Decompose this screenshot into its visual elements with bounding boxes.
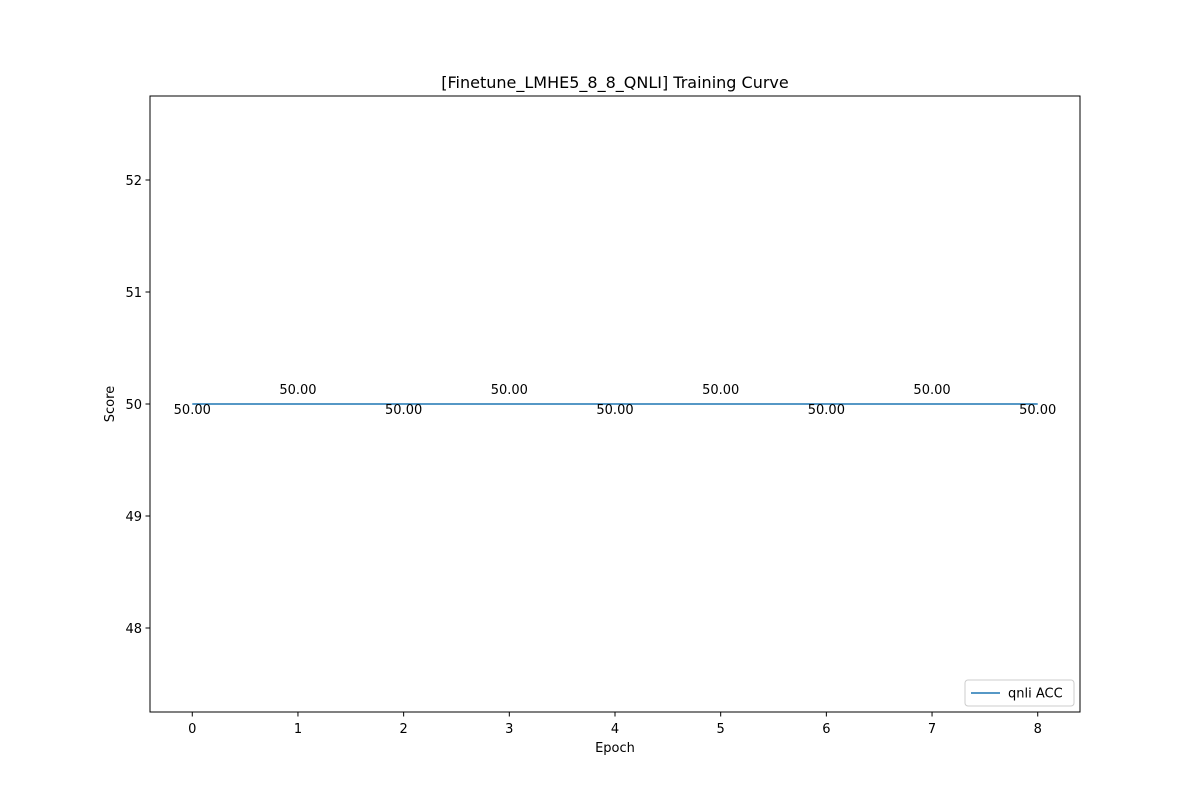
y-axis-label: Score [103, 386, 118, 422]
data-label: 50.00 [174, 403, 211, 418]
x-tick-label: 0 [188, 722, 196, 737]
data-label: 50.00 [279, 383, 316, 398]
x-tick-label: 4 [611, 722, 619, 737]
x-tick-label: 3 [505, 722, 513, 737]
chart-title: [Finetune_LMHE5_8_8_QNLI] Training Curve [441, 73, 788, 93]
y-tick-label: 51 [125, 286, 142, 301]
y-tick-label: 52 [125, 174, 142, 189]
x-axis-label: Epoch [595, 741, 635, 756]
plot-area: 0 1 2 3 4 5 6 7 8 48 49 50 51 52 50.00 50.00 50.00 50.00 5… [125, 95, 1081, 737]
x-tick-label: 2 [399, 722, 407, 737]
y-tick-label: 50 [125, 398, 142, 413]
legend-frame [964, 679, 1075, 707]
x-tick-label: 1 [294, 722, 302, 737]
data-label: 50.00 [702, 383, 739, 398]
data-label: 50.00 [808, 403, 845, 418]
data-label: 50.00 [913, 383, 950, 398]
data-label: 50.00 [385, 403, 422, 418]
data-label: 50.00 [1019, 403, 1056, 418]
data-label: 50.00 [491, 383, 528, 398]
y-tick-label: 48 [125, 622, 142, 637]
data-label: 50.00 [596, 403, 633, 418]
x-tick-label: 8 [1034, 722, 1042, 737]
legend: qnli ACC [964, 679, 1075, 707]
legend-label-qnli-acc: qnli ACC [1008, 687, 1063, 702]
x-tick-label: 5 [717, 722, 725, 737]
x-tick-label: 6 [822, 722, 830, 737]
y-tick-label: 49 [125, 510, 142, 525]
x-tick-label: 7 [928, 722, 936, 737]
